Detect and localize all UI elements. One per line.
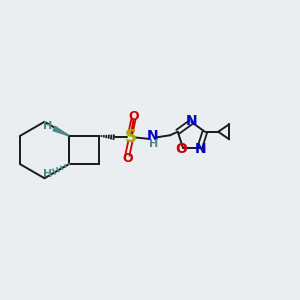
Text: N: N	[186, 114, 197, 128]
Text: N: N	[195, 142, 207, 156]
Text: H: H	[43, 169, 52, 179]
Text: O: O	[175, 142, 187, 156]
Text: H: H	[43, 121, 52, 131]
Polygon shape	[53, 126, 69, 136]
Text: O: O	[122, 152, 133, 165]
Text: H: H	[149, 139, 158, 149]
Text: N: N	[147, 129, 158, 143]
Text: O: O	[128, 110, 139, 123]
Text: S: S	[124, 128, 136, 146]
